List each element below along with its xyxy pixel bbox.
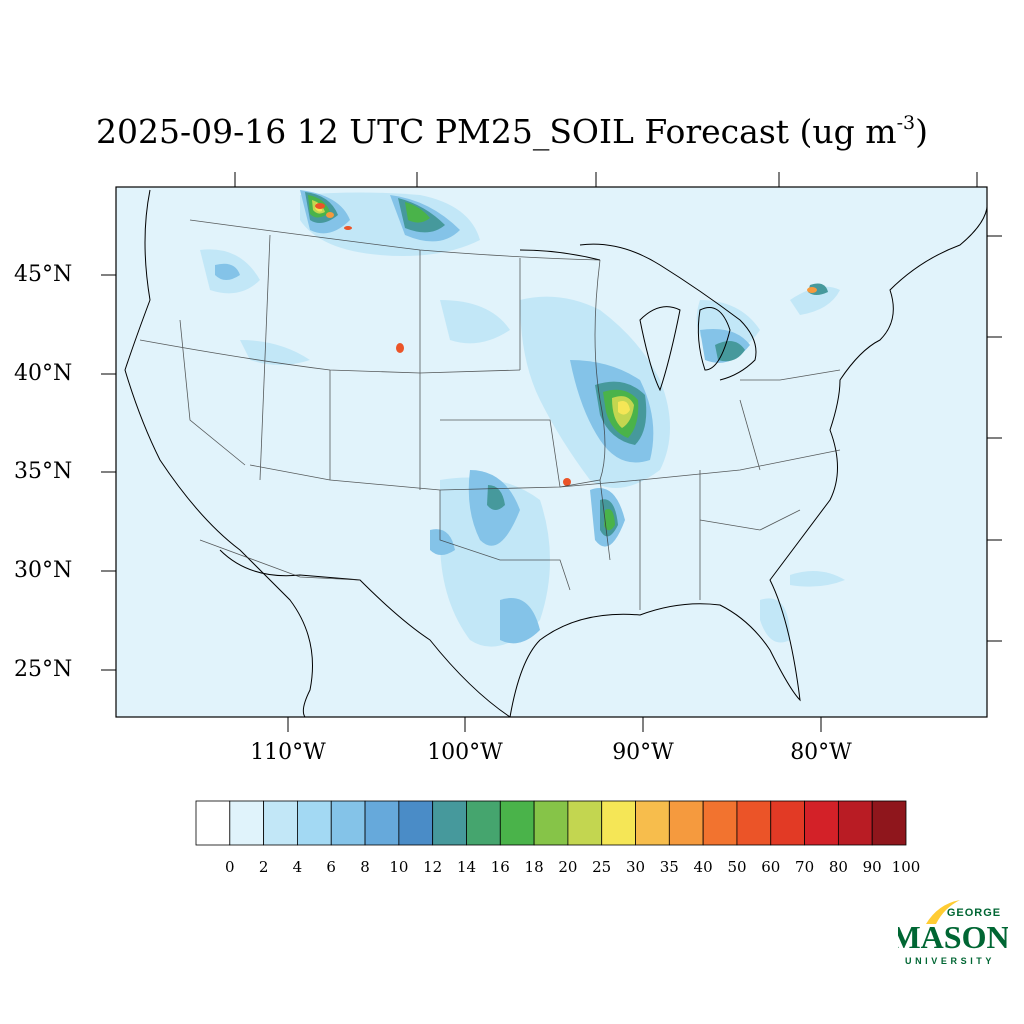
colorbar-label: 50 — [727, 858, 747, 876]
lat-label-40: 40°N — [14, 361, 73, 386]
colorbar-box — [736, 800, 772, 846]
colorbar-label: 12 — [423, 858, 443, 876]
logo-line2: MASON — [898, 919, 1008, 955]
title-superscript: -3 — [896, 112, 916, 134]
colorbar-label: 35 — [659, 858, 679, 876]
gmu-logo: GEORGE MASON UNIVERSITY — [898, 900, 1008, 966]
colorbar-label: 14 — [456, 858, 477, 876]
colorbar-box — [668, 800, 704, 846]
axis-ticks — [101, 172, 1002, 732]
colorbar-box — [297, 800, 332, 846]
colorbar-label: 6 — [326, 858, 336, 876]
colorbar-box — [229, 800, 265, 846]
level-high — [315, 203, 571, 486]
colorbar-box — [398, 800, 434, 846]
colorbar-box — [466, 800, 501, 846]
colorbar-box — [263, 800, 298, 846]
title-text: 2025-09-16 12 UTC PM25_SOIL Forecast (ug… — [96, 112, 897, 151]
colorbar-box — [601, 800, 636, 846]
lon-label-110: 110°W — [250, 740, 326, 765]
colorbar-box — [770, 800, 805, 846]
colorbar-label: 0 — [225, 858, 235, 876]
colorbar-box — [871, 800, 907, 846]
colorbar-label: 70 — [795, 858, 815, 876]
map-frame — [115, 186, 988, 718]
colorbar-label: 20 — [558, 858, 578, 876]
colorbar-box — [432, 800, 467, 846]
colorbar — [195, 800, 907, 846]
colorbar-label: 40 — [693, 858, 713, 876]
title-close: ) — [915, 112, 928, 151]
colorbar-box — [804, 800, 839, 846]
colorbar-label: 25 — [592, 858, 612, 876]
chart-title: 2025-09-16 12 UTC PM25_SOIL Forecast (ug… — [0, 112, 1024, 151]
colorbar-box — [702, 800, 738, 846]
coastlines — [124, 189, 987, 717]
lon-label-80: 80°W — [790, 740, 852, 765]
colorbar-label: 30 — [625, 858, 646, 876]
colorbar-label: 18 — [524, 858, 544, 876]
colorbar-label: 16 — [490, 858, 510, 876]
colorbar-label: 100 — [891, 858, 921, 876]
colorbar-label: 90 — [862, 858, 882, 876]
colorbar-label: 4 — [292, 858, 303, 876]
colorbar-label: 10 — [389, 858, 409, 876]
colorbar-box — [499, 800, 535, 846]
colorbar-box — [837, 800, 873, 846]
colorbar-box — [635, 800, 670, 846]
lon-label-100: 100°W — [427, 740, 503, 765]
lat-label-30: 30°N — [14, 558, 73, 583]
colorbar-box — [195, 800, 231, 846]
colorbar-box — [364, 800, 400, 846]
colorbar-box — [533, 800, 569, 846]
colorbar-label: 8 — [360, 858, 370, 876]
logo-swoosh — [926, 900, 960, 924]
lat-label-25: 25°N — [14, 657, 73, 682]
colorbar-label: 80 — [828, 858, 848, 876]
colorbar-label: 2 — [258, 858, 269, 876]
logo-line3: UNIVERSITY — [905, 956, 995, 966]
lon-label-90: 90°W — [612, 740, 674, 765]
colorbar-box — [330, 800, 366, 846]
level-mid — [326, 212, 817, 293]
colorbar-label: 60 — [761, 858, 781, 876]
colorbar-box — [567, 800, 603, 846]
state-borders — [139, 219, 841, 610]
concentration-field — [200, 190, 845, 647]
lat-label-35: 35°N — [14, 459, 73, 484]
lat-label-45: 45°N — [14, 262, 73, 287]
logo-line1: GEORGE — [947, 907, 1001, 919]
